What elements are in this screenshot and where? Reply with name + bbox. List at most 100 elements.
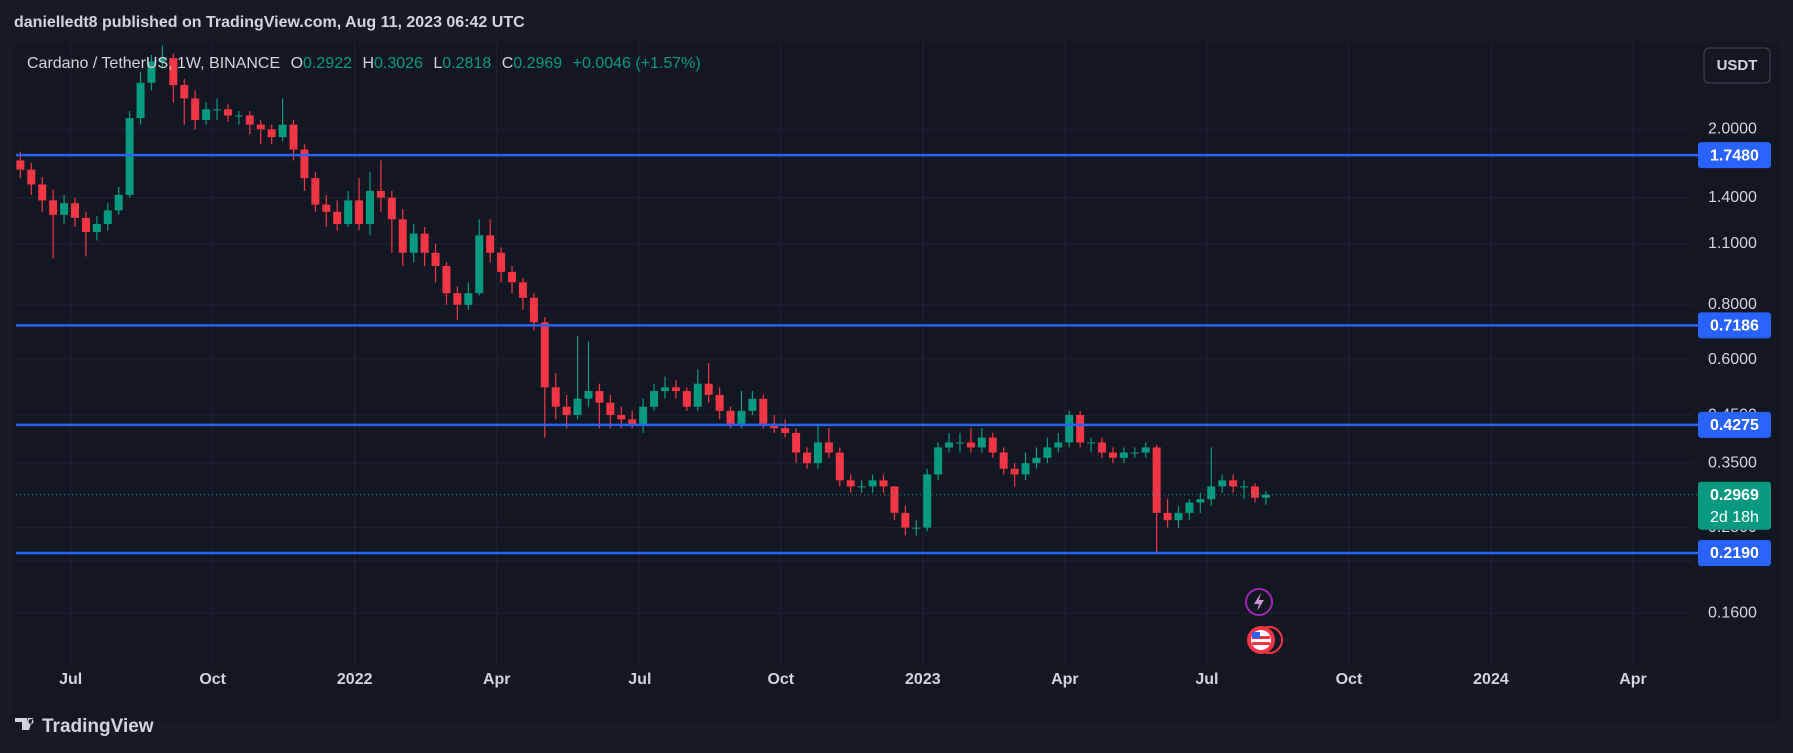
candle-body xyxy=(562,406,571,416)
candle-body xyxy=(518,282,527,298)
candle-body xyxy=(125,118,134,195)
candle-body xyxy=(1098,442,1107,453)
candle-body xyxy=(617,415,626,420)
candle-body xyxy=(846,480,855,487)
candle-body xyxy=(464,293,473,305)
candle-body xyxy=(650,391,659,407)
candle-body xyxy=(27,169,36,185)
candle-body xyxy=(748,398,757,411)
candle-body xyxy=(81,217,90,233)
y-tick-label: 1.4000 xyxy=(1708,189,1757,206)
candle-body xyxy=(759,398,768,424)
candle-body xyxy=(573,398,582,416)
candle-body xyxy=(1163,512,1172,521)
candle-body xyxy=(169,58,178,86)
low-value: 0.2818 xyxy=(442,55,491,72)
x-tick-label: Jul xyxy=(59,671,82,688)
candle-body xyxy=(824,442,833,453)
currency-label[interactable]: USDT xyxy=(1717,57,1758,74)
candle-body xyxy=(475,235,484,294)
flag-stripe xyxy=(1252,636,1270,639)
grid: 0.16000.21000.25000.35000.45000.60000.80… xyxy=(16,42,1757,688)
candle-body xyxy=(704,383,713,395)
candle-body xyxy=(835,452,844,481)
x-tick-label: Oct xyxy=(1336,671,1363,688)
candle-body xyxy=(16,160,25,170)
candle-body xyxy=(999,452,1008,469)
level-label: 0.2190 xyxy=(1710,545,1759,562)
candle-body xyxy=(682,391,691,407)
level-label-box xyxy=(1698,312,1771,339)
logo-text: TradingView xyxy=(42,716,154,737)
x-tick-label: 2023 xyxy=(905,671,941,688)
candle-body xyxy=(737,410,746,424)
candle-body xyxy=(660,387,669,392)
candle-body xyxy=(387,197,396,220)
candle-body xyxy=(70,203,79,218)
candle-body xyxy=(191,98,200,120)
candle-body xyxy=(453,293,462,305)
candle-body xyxy=(901,512,910,528)
candle-body xyxy=(639,406,648,424)
level-label-box xyxy=(1698,142,1771,169)
candle-body xyxy=(671,387,680,392)
candle-body xyxy=(508,271,517,283)
level-label: 0.4275 xyxy=(1710,417,1759,434)
candle-body xyxy=(540,322,549,388)
candle-body xyxy=(114,194,123,211)
candle-body xyxy=(923,474,932,528)
candle-body xyxy=(278,124,287,138)
candle-body xyxy=(202,109,211,120)
candle-body xyxy=(1152,447,1161,513)
y-tick-label: 1.1000 xyxy=(1708,235,1757,252)
candle-body xyxy=(1240,486,1249,488)
x-tick-label: Apr xyxy=(483,671,511,688)
x-tick-label: Apr xyxy=(1051,671,1079,688)
logo: TradingView xyxy=(15,716,154,737)
candle-body xyxy=(912,527,921,529)
candle-body xyxy=(803,452,812,464)
candle-body xyxy=(857,486,866,488)
symbol-title: Cardano / TetherUS, 1W, BINANCE xyxy=(27,55,280,72)
candle-body xyxy=(420,233,429,253)
flag-canton xyxy=(1252,632,1260,638)
candle-body xyxy=(1207,486,1216,500)
x-tick-label: Jul xyxy=(628,671,651,688)
y-tick-label: 0.3500 xyxy=(1708,454,1757,471)
candle-body xyxy=(223,109,232,116)
candle-body xyxy=(628,419,637,424)
candle-body xyxy=(289,124,298,150)
candle-body xyxy=(1043,447,1052,458)
x-tick-label: Oct xyxy=(199,671,226,688)
candle-body xyxy=(158,58,167,62)
flag-stripe xyxy=(1252,642,1270,645)
candles xyxy=(16,45,1270,553)
ohlc-label: C xyxy=(502,55,514,72)
ohlc-label: H xyxy=(362,55,374,72)
candle-body xyxy=(267,129,276,138)
candle-body xyxy=(606,402,615,416)
candle-body xyxy=(693,383,702,407)
candle-body xyxy=(245,115,254,125)
candle-body xyxy=(355,200,364,225)
candle-body xyxy=(322,204,331,212)
level-label-box xyxy=(1698,539,1771,566)
candle-body xyxy=(934,447,943,475)
overlay: 1.7480 0.7186 0.4275 0.2190 0.2969 2d 18h xyxy=(1698,142,1771,566)
countdown-label: 2d 18h xyxy=(1710,509,1759,526)
candle-body xyxy=(1010,468,1019,475)
y-tick-label: 0.8000 xyxy=(1708,296,1757,313)
candle-body xyxy=(988,437,997,453)
lightning-icon xyxy=(1254,593,1264,611)
candle-body xyxy=(300,149,309,179)
candle-body xyxy=(1174,512,1183,521)
candle-body xyxy=(715,394,724,411)
x-tick-label: Jul xyxy=(1195,671,1218,688)
candle-body xyxy=(584,391,593,399)
candle-body xyxy=(1054,442,1063,448)
candle-body xyxy=(955,442,964,444)
symbol-line: Cardano / TetherUS, 1W, BINANCE O0.2922 … xyxy=(27,55,701,72)
currency-button[interactable] xyxy=(1703,47,1771,84)
candle-body xyxy=(945,442,954,448)
